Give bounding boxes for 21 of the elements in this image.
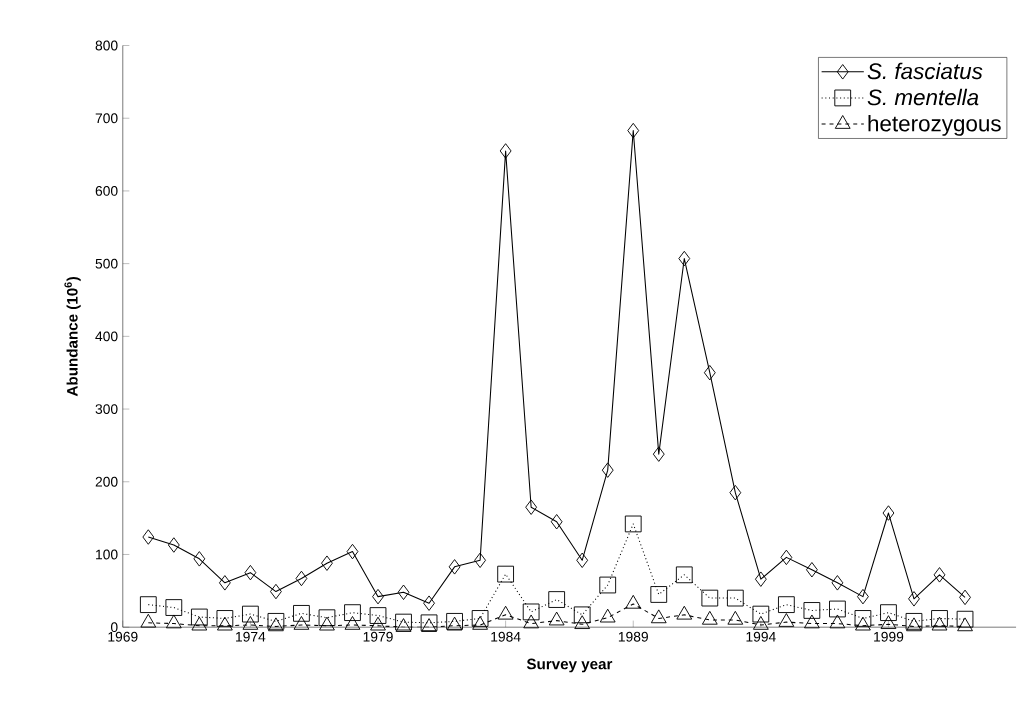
x-tick-label: 1969 [108,631,138,642]
y-tick-label: 800 [95,40,118,51]
x-tick-label: 1989 [618,631,648,642]
legend-label: S. mentella [867,88,979,106]
y-tick-label: 300 [95,404,118,414]
y-axis-title: Abundance (10$^{6}$) [64,276,81,397]
x-tick-label: 1994 [746,631,776,642]
legend-label: S. fasciatus [867,62,983,80]
y-tick-label: 600 [95,185,118,196]
x-tick-label: 1999 [874,631,904,642]
y-tick-label: 700 [95,113,118,124]
y-tick-label: 200 [95,476,118,487]
y-tick-label: 500 [95,258,118,269]
y-tick-label: 400 [95,331,118,342]
y-tick-label: 0 [110,622,118,632]
x-tick-label: 1974 [236,631,266,642]
x-axis-title: Survey year [526,658,613,673]
x-tick-label: 1984 [491,631,521,642]
y-tick-label: 100 [96,549,118,560]
x-tick-label: 1979 [363,631,393,642]
legend-label: heterozygous [868,114,1001,136]
